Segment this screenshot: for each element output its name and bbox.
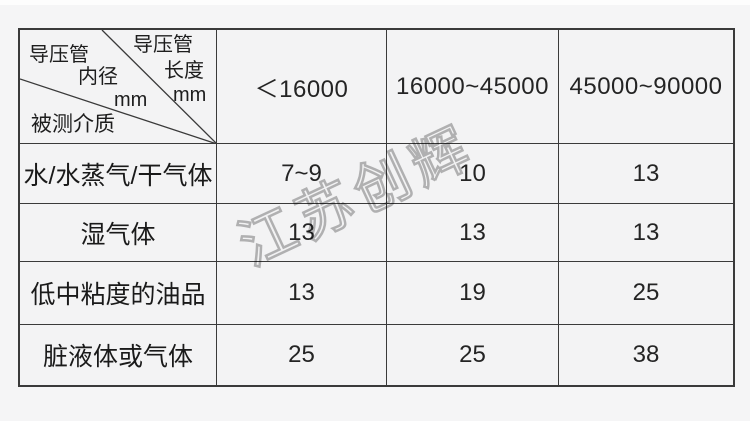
pipe-length-label-line1: 导压管 (133, 34, 193, 56)
row-label-water-steam-dry-gas: 水/水蒸气/干气体 (20, 144, 217, 204)
value-cell: 10 (387, 144, 559, 204)
pipe-diameter-label-line1: 导压管 (29, 44, 89, 66)
value-cell: 25 (387, 325, 559, 385)
row-label-low-medium-viscosity-oil: 低中粘度的油品 (20, 262, 217, 325)
value-cell: 13 (217, 204, 387, 262)
diagonal-divider-lines (20, 30, 216, 143)
row-label-dirty-liquid-or-gas: 脏液体或气体 (20, 325, 217, 385)
column-header-3: 45000~90000 (559, 30, 733, 144)
pipe-length-unit: mm (173, 84, 207, 106)
impulse-pipe-spec-table: 导压管 长度 mm 导压管 内径 mm 被测介质 ＜16000 16000~45… (18, 28, 735, 387)
page-top-strip (0, 0, 750, 5)
value-cell: 13 (559, 144, 733, 204)
value-cell: 38 (632, 341, 660, 368)
value-cell: 25 (559, 262, 733, 325)
value-cell: 13 (559, 204, 733, 262)
column-header-2: 16000~45000 (387, 30, 559, 144)
value-cell: 25 (217, 325, 387, 385)
value-cell: 7~9 (217, 144, 387, 204)
corner-header-cell: 导压管 长度 mm 导压管 内径 mm 被测介质 (20, 30, 217, 144)
measured-medium-label: 被测介质 (31, 113, 115, 136)
pipe-diameter-unit: mm (114, 89, 148, 111)
value-cell: 19 (387, 262, 559, 325)
row-label-wet-gas: 湿气体 (20, 204, 217, 262)
pipe-length-label-line2: 长度 (164, 60, 204, 82)
pipe-diameter-label-line2: 内径 (78, 66, 118, 88)
value-cell: 13 (387, 204, 559, 262)
value-cell: 13 (217, 262, 387, 325)
column-header-1: ＜16000 (217, 30, 387, 144)
